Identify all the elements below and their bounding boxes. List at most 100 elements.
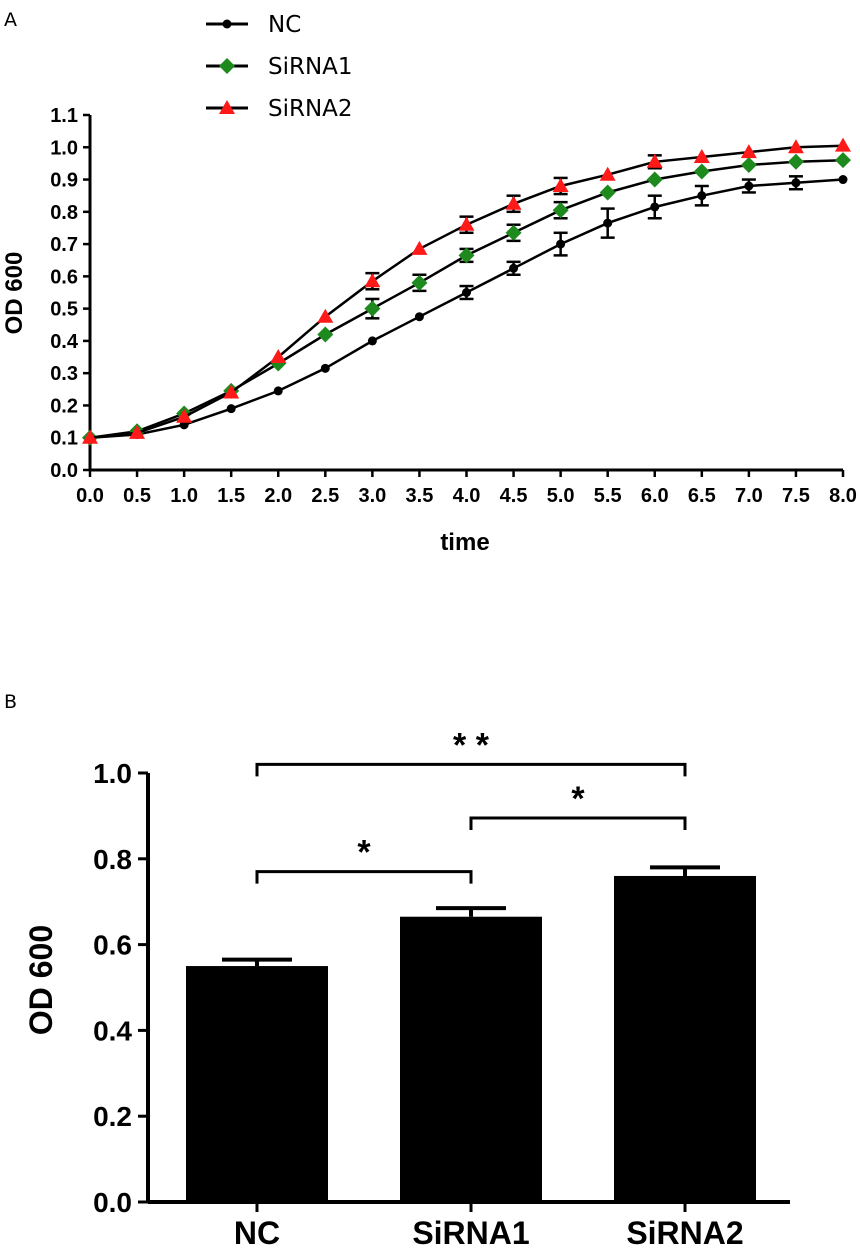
x-tick-label: 5.0 <box>547 485 575 507</box>
legend-item-sirna2: SiRNA2 <box>206 96 353 122</box>
data-point-sirna1 <box>835 152 851 169</box>
x-tick-label: 7.5 <box>782 485 810 507</box>
data-point-sirna2 <box>411 240 428 255</box>
data-point-sirna1 <box>552 202 569 219</box>
data-point-sirna2 <box>646 153 663 168</box>
y-tick-label: 0.3 <box>50 363 78 385</box>
data-point-sirna2 <box>364 273 381 288</box>
legend-label-sirna1: SiRNA1 <box>268 54 353 80</box>
significance-bracket: * <box>469 780 687 831</box>
data-point-nc <box>603 218 613 228</box>
y-tick-label: 0.0 <box>50 460 78 482</box>
x-tick-label: 7.0 <box>735 485 763 507</box>
y-tick-label: 0.0 <box>93 1187 132 1218</box>
bar-chart-panel-b: B 0.0 0.2 0.4 0.6 0.8 1.0 NC SiRNA1 SiRNA2 * * * *… <box>4 691 790 1249</box>
data-point-sirna2 <box>82 429 98 444</box>
legend-item-sirna1: SiRNA1 <box>206 54 353 80</box>
x-tick-label: 1.5 <box>217 485 245 507</box>
data-point-sirna2 <box>270 349 287 364</box>
x-tick-label: 3.5 <box>406 485 434 507</box>
x-tick-label: 0.0 <box>76 485 104 507</box>
error-bar-nc <box>222 957 292 967</box>
significance-label: * * <box>453 726 490 764</box>
y-tick-label: 0.9 <box>50 170 78 192</box>
data-point-sirna2 <box>693 148 710 163</box>
data-point-sirna2 <box>223 384 240 399</box>
y-tick-label: 1.0 <box>93 758 132 789</box>
data-point-sirna2 <box>317 308 334 323</box>
data-point-nc <box>273 386 283 396</box>
data-point-nc <box>320 363 330 373</box>
x-tick-label: 4.5 <box>500 485 528 507</box>
x-axis-title: time <box>440 529 489 556</box>
data-point-sirna2 <box>787 139 804 154</box>
significance-label: * <box>357 834 371 872</box>
y-tick-label: 0.4 <box>93 1015 132 1046</box>
bar-nc <box>186 966 328 1202</box>
error-bar-sirna2 <box>650 865 720 876</box>
data-point-nc <box>556 239 566 249</box>
data-point-sirna2 <box>552 178 569 192</box>
data-point-nc <box>414 312 424 322</box>
y-tick-label: 0.7 <box>50 234 78 256</box>
data-point-sirna2 <box>505 195 522 210</box>
data-point-nc <box>791 178 801 188</box>
y-tick-label: 0.5 <box>50 299 78 321</box>
data-point-sirna2 <box>129 424 146 439</box>
x-tick-label: 5.5 <box>594 485 622 507</box>
significance-bracket: * <box>255 834 473 884</box>
x-tick-label: 3.0 <box>358 485 386 507</box>
significance-bracket: * * <box>255 726 687 777</box>
x-tick-label: 1.0 <box>170 485 198 507</box>
y-axis-title: OD 600 <box>1 252 28 335</box>
x-tick-label: 4.0 <box>453 485 481 507</box>
data-point-nc <box>462 288 471 297</box>
x-tick-label: NC <box>234 1215 280 1249</box>
plot-area <box>82 137 851 446</box>
series-sirna2 <box>82 137 851 444</box>
bracket-line <box>255 762 687 777</box>
series-nc <box>85 175 848 443</box>
legend-item-nc: NC <box>206 12 301 38</box>
legend-label-nc: NC <box>268 12 301 38</box>
y-tick-label: 0.6 <box>93 930 132 961</box>
line-chart-panel-a: A NC SiRNA1 SiRNA2 0.0 0.1 0.2 0.3 0.4 0.5 0.6… <box>1 9 857 556</box>
y-axis-title: OD 600 <box>23 925 59 1035</box>
data-point-sirna1 <box>411 274 428 291</box>
data-point-sirna1 <box>787 153 804 170</box>
data-point-sirna1 <box>505 224 522 241</box>
x-tick-label: 6.0 <box>641 485 669 507</box>
y-tick-label: 0.2 <box>93 1101 132 1132</box>
x-tick-label: SiRNA1 <box>412 1215 529 1249</box>
x-tick-label: 2.0 <box>264 485 292 507</box>
significance-label: * <box>571 780 585 818</box>
data-point-nc <box>650 202 660 212</box>
data-point-sirna1 <box>599 184 616 201</box>
data-point-nc <box>509 263 519 273</box>
data-point-sirna1 <box>740 157 757 174</box>
y-tick-label: 1.1 <box>50 105 78 127</box>
error-bar-sirna1 <box>436 906 506 917</box>
data-point-nc <box>367 336 377 346</box>
legend-marker-nc <box>222 19 232 29</box>
x-tick-label: SiRNA2 <box>626 1215 743 1249</box>
bar-sirna1 <box>400 916 542 1202</box>
data-point-sirna1 <box>364 300 381 317</box>
legend-marker-sirna2 <box>219 100 235 114</box>
bracket-line <box>255 870 473 884</box>
x-tick-label: 2.5 <box>311 485 339 507</box>
y-tick-label: 0.2 <box>50 395 78 417</box>
data-point-sirna1 <box>458 247 475 264</box>
data-point-sirna2 <box>458 216 475 231</box>
data-point-sirna1 <box>317 326 334 343</box>
data-point-nc <box>744 181 754 191</box>
data-point-nc <box>226 404 236 414</box>
legend-marker-sirna1 <box>219 58 235 74</box>
plot-area: * * * * <box>186 726 756 1202</box>
panel-label-b: B <box>4 691 17 713</box>
data-point-sirna2 <box>740 144 757 159</box>
data-point-nc <box>838 175 848 185</box>
data-point-sirna1 <box>646 171 663 188</box>
data-point-sirna2 <box>176 408 193 423</box>
y-tick-label: 0.4 <box>50 331 79 353</box>
